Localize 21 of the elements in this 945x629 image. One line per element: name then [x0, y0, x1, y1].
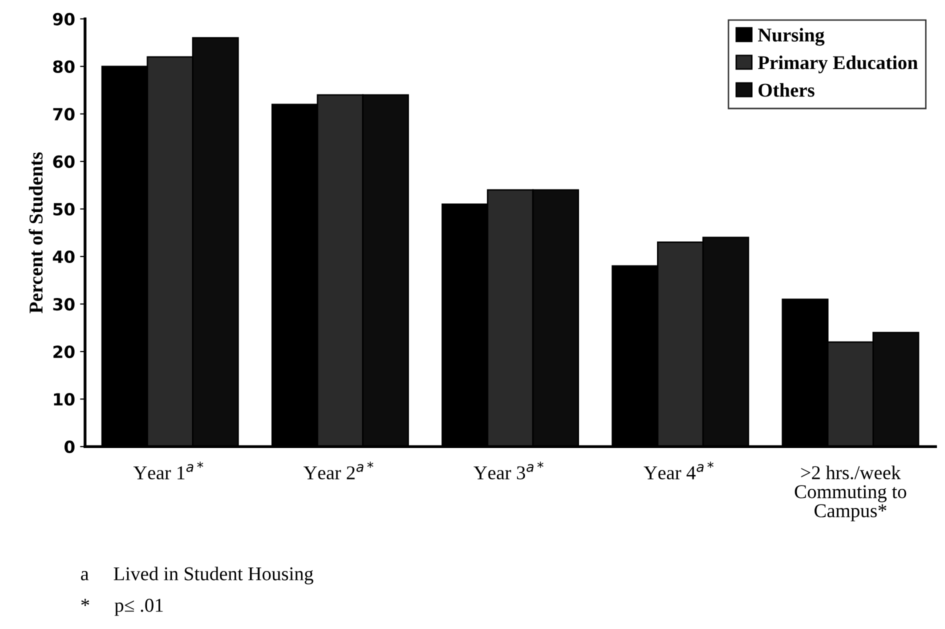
y-axis-title: Percent of Students	[28, 152, 43, 314]
y-tick-label: 30	[53, 298, 75, 311]
y-tick-label: 80	[53, 60, 75, 73]
x-tick-label: Year 3$^{a*}$	[474, 462, 544, 480]
y-tick-label: 60	[53, 155, 75, 168]
legend-label: Primary Education	[758, 56, 918, 74]
y-tick-label: 0	[64, 440, 75, 454]
y-tick-label: 70	[53, 108, 75, 120]
y-tick-label: 40	[52, 250, 75, 264]
y-tick-label: 50	[53, 202, 75, 216]
y-tick-label: 90	[52, 12, 75, 26]
legend-label: Others	[758, 83, 814, 97]
text: * p≤ .01	[81, 598, 163, 616]
x-tick-label: Year 1$^{a*}$	[133, 462, 204, 480]
x-tick-label: Year 4$^{a*}$	[644, 462, 714, 480]
x-tick-label: >2 hrs./week Commuting to Campus*	[794, 466, 906, 522]
legend-label: Nursing	[758, 28, 824, 46]
y-tick-label: 20	[53, 346, 75, 358]
y-tick-label: 10	[54, 393, 75, 406]
x-tick-label: Year 2$^{a*}$	[304, 462, 374, 480]
text: a Lived in Student Housing	[81, 566, 314, 584]
